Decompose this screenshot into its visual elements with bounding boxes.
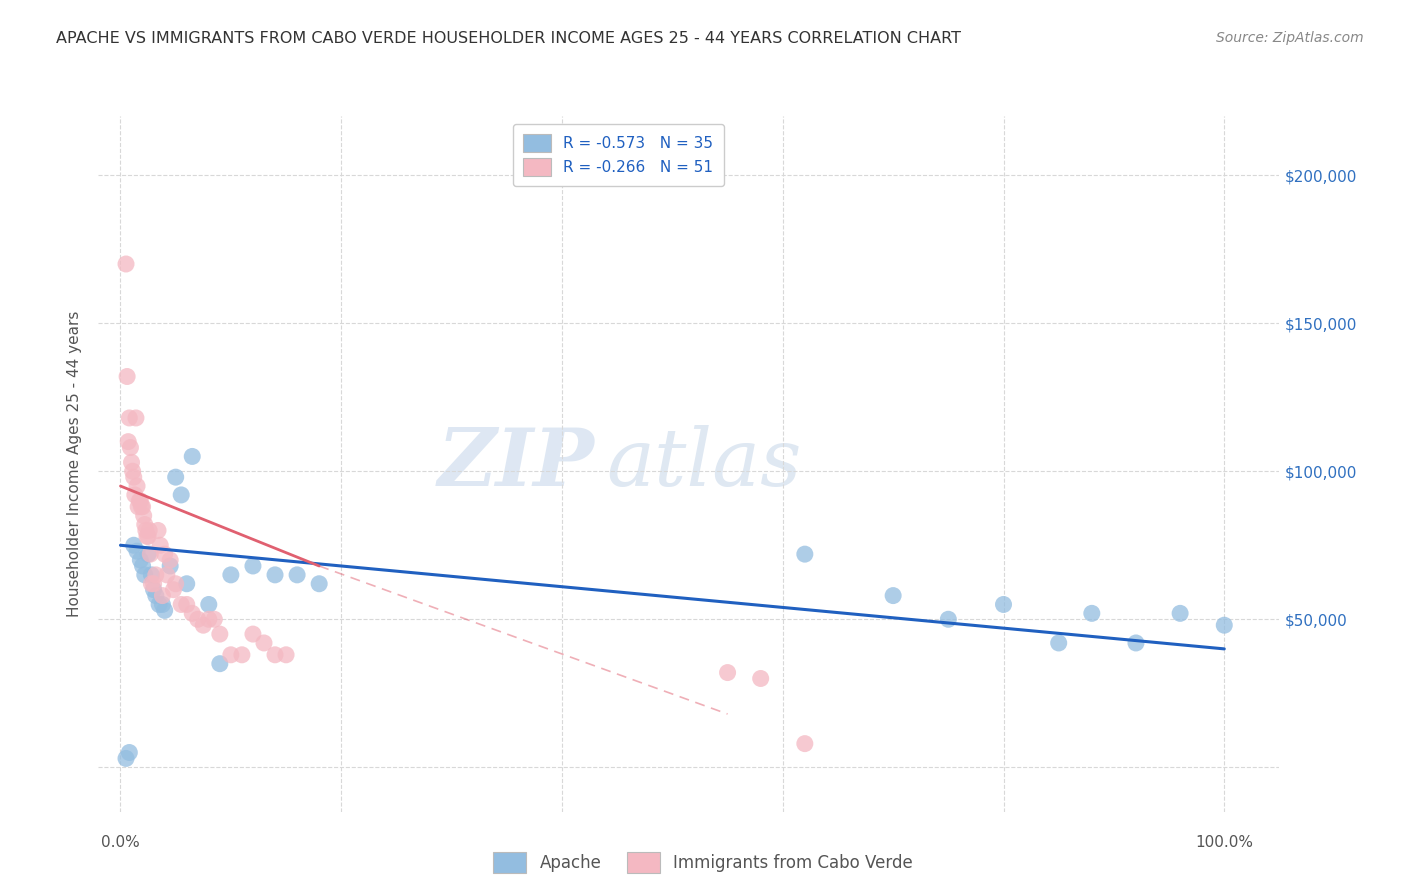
Point [129, 553, 152, 567]
Point [253, 636, 276, 650]
Text: ZIP: ZIP [437, 425, 595, 502]
Point [198, 598, 221, 612]
Point [136, 529, 159, 543]
Point [159, 553, 181, 567]
Point [115, 257, 138, 271]
Point [993, 598, 1015, 612]
Point [274, 648, 297, 662]
Point [176, 576, 198, 591]
Point [264, 567, 287, 582]
Point [129, 493, 152, 508]
Point [122, 470, 145, 484]
Text: atlas: atlas [606, 425, 801, 502]
Point [165, 576, 187, 591]
Point [181, 450, 204, 464]
Point [936, 612, 959, 626]
Point [208, 627, 231, 641]
Point [793, 547, 815, 561]
Point [146, 524, 169, 538]
Point [145, 589, 167, 603]
Point [131, 559, 153, 574]
Legend: Apache, Immigrants from Cabo Verde: Apache, Immigrants from Cabo Verde [486, 846, 920, 880]
Point [176, 598, 198, 612]
Point [125, 411, 148, 425]
Point [122, 538, 145, 552]
Point [231, 648, 253, 662]
Legend: R = -0.573   N = 35, R = -0.266   N = 51: R = -0.573 N = 35, R = -0.266 N = 51 [513, 124, 724, 186]
Point [1081, 607, 1104, 621]
Point [156, 567, 179, 582]
Text: Source: ZipAtlas.com: Source: ZipAtlas.com [1216, 31, 1364, 45]
Point [149, 538, 172, 552]
Text: 0.0%: 0.0% [101, 836, 139, 850]
Point [749, 672, 772, 686]
Point [131, 500, 153, 514]
Text: APACHE VS IMMIGRANTS FROM CABO VERDE HOUSEHOLDER INCOME AGES 25 - 44 YEARS CORRE: APACHE VS IMMIGRANTS FROM CABO VERDE HOU… [56, 31, 962, 46]
Point [1168, 607, 1191, 621]
Point [120, 441, 142, 455]
Point [716, 665, 738, 680]
Point [181, 607, 204, 621]
Point [132, 508, 155, 523]
Point [138, 524, 160, 538]
Point [193, 618, 215, 632]
Point [793, 737, 815, 751]
Point [187, 612, 209, 626]
Point [142, 576, 165, 591]
Point [308, 576, 330, 591]
Point [152, 589, 174, 603]
Point [1213, 618, 1236, 632]
Point [202, 612, 225, 626]
Point [285, 567, 308, 582]
Point [125, 479, 148, 493]
Point [131, 500, 153, 514]
Point [136, 529, 159, 543]
Point [125, 544, 148, 558]
Point [219, 648, 242, 662]
Point [242, 559, 264, 574]
Point [141, 567, 163, 582]
Point [198, 612, 221, 626]
Point [165, 470, 187, 484]
Point [115, 369, 138, 384]
Point [159, 559, 181, 574]
Point [242, 627, 264, 641]
Point [118, 411, 141, 425]
Point [162, 582, 184, 597]
Point [145, 567, 167, 582]
Point [124, 488, 146, 502]
Point [127, 500, 149, 514]
Point [1125, 636, 1147, 650]
Point [139, 547, 162, 561]
Point [128, 493, 150, 508]
Y-axis label: Householder Income Ages 25 - 44 years: Householder Income Ages 25 - 44 years [67, 310, 83, 617]
Point [153, 603, 176, 617]
Point [148, 598, 170, 612]
Point [141, 576, 163, 591]
Point [134, 517, 156, 532]
Point [170, 598, 193, 612]
Point [219, 567, 242, 582]
Point [134, 567, 156, 582]
Point [135, 524, 157, 538]
Text: 100.0%: 100.0% [1195, 836, 1253, 850]
Point [152, 598, 174, 612]
Point [121, 464, 143, 478]
Point [153, 547, 176, 561]
Point [264, 648, 287, 662]
Point [1047, 636, 1070, 650]
Point [115, 751, 138, 765]
Point [136, 547, 159, 561]
Point [882, 589, 904, 603]
Point [208, 657, 231, 671]
Point [117, 434, 139, 449]
Point [121, 455, 143, 469]
Point [142, 582, 165, 597]
Point [118, 746, 141, 760]
Point [170, 488, 193, 502]
